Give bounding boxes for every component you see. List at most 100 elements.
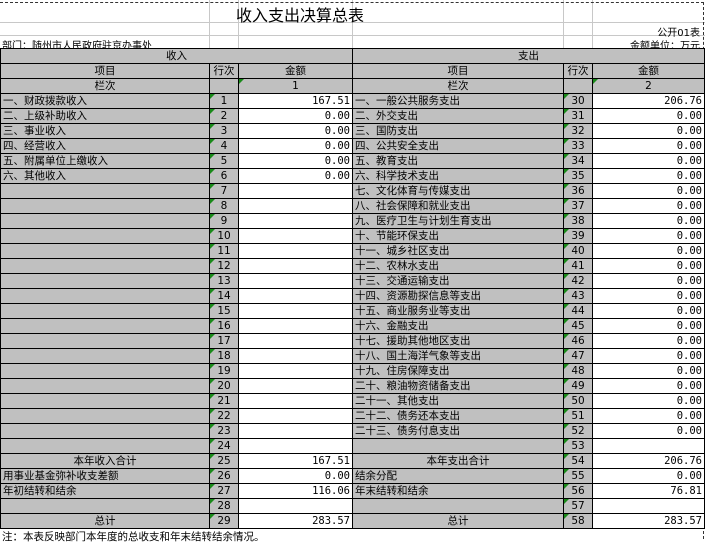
expense-item[interactable]: 二十、粮油物资储备支出 bbox=[352, 378, 564, 394]
income-row-no[interactable]: 3 bbox=[209, 123, 239, 139]
income-row-no[interactable]: 15 bbox=[209, 303, 239, 319]
expense-row-no[interactable]: 43 bbox=[563, 288, 593, 304]
income-amount[interactable] bbox=[238, 288, 353, 304]
expense-amount[interactable]: 0.00 bbox=[592, 123, 705, 139]
income-row-no[interactable]: 4 bbox=[209, 138, 239, 154]
income-row-no[interactable]: 24 bbox=[209, 438, 239, 454]
income-amount[interactable] bbox=[238, 303, 353, 319]
income-amount[interactable] bbox=[238, 408, 353, 424]
income-row-no[interactable]: 19 bbox=[209, 363, 239, 379]
expense-amount[interactable] bbox=[592, 438, 705, 454]
expense-row-no[interactable]: 49 bbox=[563, 378, 593, 394]
expense-amount[interactable]: 76.81 bbox=[592, 483, 705, 499]
expense-row-no[interactable]: 57 bbox=[563, 498, 593, 514]
expense-amount[interactable]: 0.00 bbox=[592, 318, 705, 334]
expense-amount[interactable]: 0.00 bbox=[592, 423, 705, 439]
expense-amount[interactable]: 0.00 bbox=[592, 258, 705, 274]
expense-row-no[interactable]: 34 bbox=[563, 153, 593, 169]
expense-amount[interactable]: 0.00 bbox=[592, 198, 705, 214]
income-amount[interactable] bbox=[238, 213, 353, 229]
income-row-no[interactable]: 18 bbox=[209, 348, 239, 364]
expense-item[interactable]: 三、国防支出 bbox=[352, 123, 564, 139]
expense-item[interactable]: 二十一、其他支出 bbox=[352, 393, 564, 409]
expense-row-no[interactable]: 35 bbox=[563, 168, 593, 184]
income-amount[interactable] bbox=[238, 258, 353, 274]
income-item[interactable] bbox=[0, 303, 210, 319]
expense-item[interactable]: 四、公共安全支出 bbox=[352, 138, 564, 154]
income-item[interactable]: 四、经营收入 bbox=[0, 138, 210, 154]
income-row-no[interactable]: 20 bbox=[209, 378, 239, 394]
income-item[interactable] bbox=[0, 258, 210, 274]
income-row-no[interactable]: 1 bbox=[209, 93, 239, 109]
expense-amount[interactable]: 0.00 bbox=[592, 408, 705, 424]
expense-row-no[interactable]: 52 bbox=[563, 423, 593, 439]
expense-amount[interactable]: 0.00 bbox=[592, 363, 705, 379]
income-amount[interactable]: 0.00 bbox=[238, 138, 353, 154]
income-item[interactable] bbox=[0, 408, 210, 424]
income-row-no[interactable]: 28 bbox=[209, 498, 239, 514]
expense-row-no[interactable]: 32 bbox=[563, 123, 593, 139]
income-item[interactable] bbox=[0, 243, 210, 259]
expense-row-no[interactable]: 51 bbox=[563, 408, 593, 424]
income-row-no[interactable]: 13 bbox=[209, 273, 239, 289]
expense-item[interactable]: 八、社会保障和就业支出 bbox=[352, 198, 564, 214]
income-row-no[interactable]: 16 bbox=[209, 318, 239, 334]
income-amount[interactable]: 167.51 bbox=[238, 93, 353, 109]
income-item[interactable] bbox=[0, 183, 210, 199]
expense-item[interactable]: 二十三、债务付息支出 bbox=[352, 423, 564, 439]
expense-item[interactable]: 总计 bbox=[352, 513, 564, 529]
income-row-no[interactable]: 25 bbox=[209, 453, 239, 469]
expense-amount[interactable]: 0.00 bbox=[592, 108, 705, 124]
income-amount[interactable]: 0.00 bbox=[238, 153, 353, 169]
expense-item[interactable]: 九、医疗卫生与计划生育支出 bbox=[352, 213, 564, 229]
income-amount[interactable]: 0.00 bbox=[238, 468, 353, 484]
income-row-no[interactable]: 9 bbox=[209, 213, 239, 229]
income-row-no[interactable]: 21 bbox=[209, 393, 239, 409]
expense-amount[interactable]: 0.00 bbox=[592, 138, 705, 154]
income-amount[interactable] bbox=[238, 378, 353, 394]
expense-amount[interactable]: 0.00 bbox=[592, 168, 705, 184]
expense-item[interactable]: 二、外交支出 bbox=[352, 108, 564, 124]
income-row-no[interactable]: 5 bbox=[209, 153, 239, 169]
expense-amount[interactable]: 0.00 bbox=[592, 213, 705, 229]
expense-amount[interactable]: 0.00 bbox=[592, 468, 705, 484]
expense-row-no[interactable]: 39 bbox=[563, 228, 593, 244]
expense-row-no[interactable]: 50 bbox=[563, 393, 593, 409]
income-amount[interactable] bbox=[238, 243, 353, 259]
income-amount[interactable] bbox=[238, 438, 353, 454]
income-amount[interactable]: 0.00 bbox=[238, 108, 353, 124]
income-item[interactable] bbox=[0, 363, 210, 379]
expense-row-no[interactable]: 30 bbox=[563, 93, 593, 109]
expense-row-no[interactable]: 47 bbox=[563, 348, 593, 364]
expense-item[interactable] bbox=[352, 498, 564, 514]
expense-item[interactable] bbox=[352, 438, 564, 454]
expense-amount[interactable]: 0.00 bbox=[592, 303, 705, 319]
income-row-no[interactable]: 23 bbox=[209, 423, 239, 439]
income-row-no[interactable]: 17 bbox=[209, 333, 239, 349]
expense-row-no[interactable]: 31 bbox=[563, 108, 593, 124]
expense-amount[interactable]: 283.57 bbox=[592, 513, 705, 529]
expense-row-no[interactable]: 53 bbox=[563, 438, 593, 454]
income-item[interactable] bbox=[0, 333, 210, 349]
expense-item[interactable]: 二十二、债务还本支出 bbox=[352, 408, 564, 424]
expense-item[interactable]: 十四、资源勘探信息等支出 bbox=[352, 288, 564, 304]
expense-row-no[interactable]: 33 bbox=[563, 138, 593, 154]
expense-row-no[interactable]: 48 bbox=[563, 363, 593, 379]
income-row-no[interactable]: 10 bbox=[209, 228, 239, 244]
income-row-no[interactable]: 29 bbox=[209, 513, 239, 529]
expense-amount[interactable]: 0.00 bbox=[592, 183, 705, 199]
income-row-no[interactable]: 12 bbox=[209, 258, 239, 274]
income-amount[interactable] bbox=[238, 183, 353, 199]
income-item[interactable] bbox=[0, 423, 210, 439]
expense-item[interactable]: 十二、农林水支出 bbox=[352, 258, 564, 274]
expense-amount[interactable]: 0.00 bbox=[592, 348, 705, 364]
expense-row-no[interactable]: 46 bbox=[563, 333, 593, 349]
income-item[interactable] bbox=[0, 498, 210, 514]
expense-row-no[interactable]: 58 bbox=[563, 513, 593, 529]
expense-row-no[interactable]: 38 bbox=[563, 213, 593, 229]
income-item[interactable] bbox=[0, 348, 210, 364]
income-item[interactable]: 二、上级补助收入 bbox=[0, 108, 210, 124]
expense-amount[interactable]: 0.00 bbox=[592, 288, 705, 304]
expense-item[interactable]: 六、科学技术支出 bbox=[352, 168, 564, 184]
income-item[interactable]: 年初结转和结余 bbox=[0, 483, 210, 499]
